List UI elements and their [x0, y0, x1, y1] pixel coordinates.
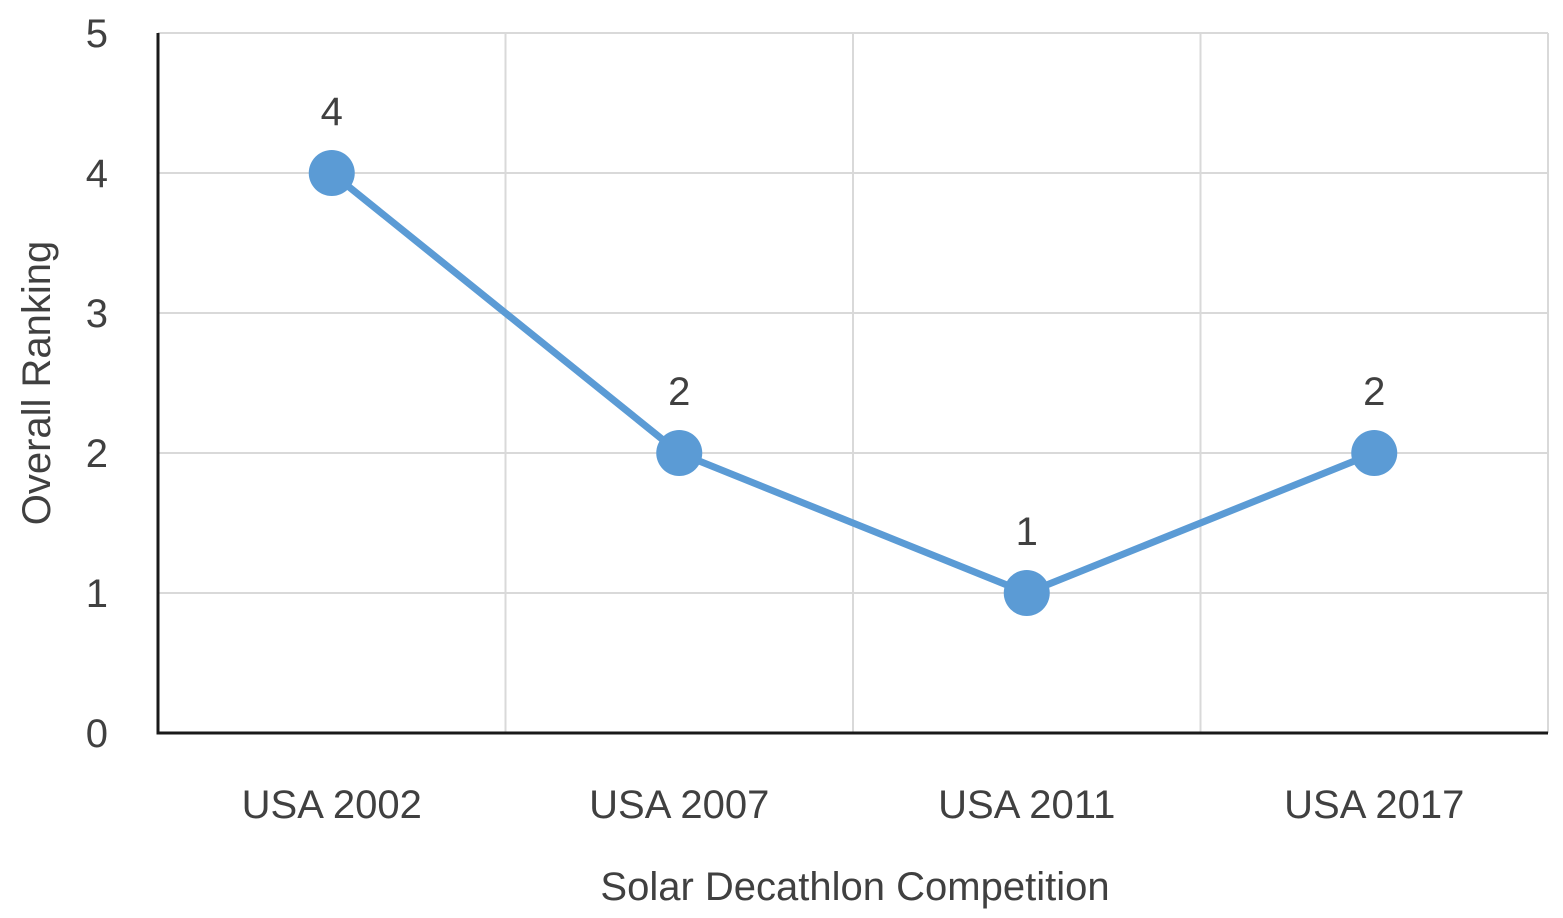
x-tick-label-4: USA 2017: [1284, 783, 1464, 827]
data-point-1: [308, 150, 355, 196]
data-series: [308, 150, 1398, 616]
y-tick-label-4: 4: [86, 152, 108, 196]
data-labels: 4 2 1 2: [321, 90, 1386, 554]
y-tick-label-0: 0: [86, 712, 108, 756]
data-point-3: [1003, 570, 1050, 616]
x-tick-label-3: USA 2011: [938, 783, 1115, 827]
data-label-3: 1: [1016, 510, 1038, 554]
y-tick-label-2: 2: [86, 432, 108, 476]
x-tick-label-2: USA 2007: [589, 783, 769, 827]
x-axis-title: Solar Decathlon Competition: [600, 865, 1109, 909]
y-axis-title: Overall Ranking: [15, 241, 59, 526]
data-point-2: [656, 430, 703, 476]
y-tick-label-3: 3: [86, 292, 108, 336]
y-tick-label-1: 1: [86, 572, 108, 616]
y-tick-labels: 0 1 2 3 4 5: [86, 12, 108, 756]
axes: [156, 33, 1548, 735]
x-tick-labels: USA 2002 USA 2007 USA 2011 USA 2017: [242, 783, 1465, 827]
data-label-1: 4: [321, 90, 343, 134]
y-tick-label-5: 5: [86, 12, 108, 56]
series-line: [328, 169, 1378, 597]
data-point-4: [1351, 430, 1398, 476]
x-tick-label-1: USA 2002: [242, 783, 422, 827]
data-label-2: 2: [668, 370, 690, 414]
gridlines: [158, 32, 1549, 733]
data-label-4: 2: [1363, 370, 1385, 414]
